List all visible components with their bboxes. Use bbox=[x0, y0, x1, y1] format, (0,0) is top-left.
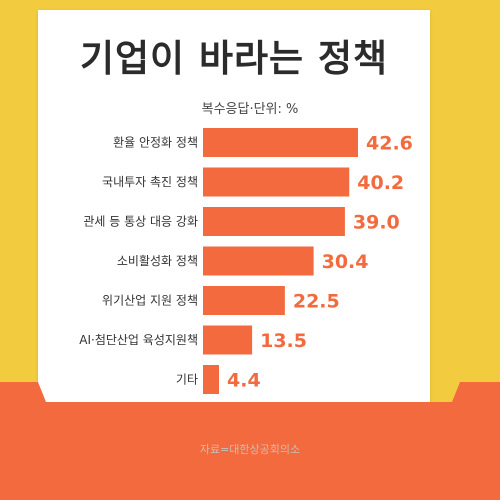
chart-subtitle: 복수응답·단위: % bbox=[201, 102, 299, 117]
category-label: 환율 안정화 정책 bbox=[113, 135, 198, 150]
bar bbox=[203, 325, 253, 355]
value-label: 4.4 bbox=[227, 370, 261, 392]
category-label: 관세 등 통상 대응 강화 bbox=[83, 215, 198, 229]
value-label: 13.5 bbox=[260, 330, 307, 352]
bar bbox=[203, 286, 285, 315]
bar bbox=[203, 207, 345, 236]
source-note: 자료=대한상공회의소 bbox=[199, 443, 301, 456]
value-label: 42.6 bbox=[366, 133, 413, 155]
category-label: AI·첨단산업 육성지원책 bbox=[79, 332, 198, 347]
value-label: 22.5 bbox=[293, 291, 340, 313]
category-label: 위기산업 지원 정책 bbox=[102, 293, 198, 308]
value-label: 30.4 bbox=[322, 251, 369, 273]
category-label: 국내투자 촉진 정책 bbox=[102, 174, 198, 189]
category-label: 소비활성화 정책 bbox=[117, 253, 198, 268]
bar bbox=[203, 167, 350, 197]
bar bbox=[203, 246, 314, 276]
bar bbox=[203, 128, 358, 157]
value-label: 39.0 bbox=[353, 212, 400, 234]
category-label: 기타 bbox=[176, 373, 198, 387]
bar bbox=[203, 365, 220, 394]
chart-title: 기업이 바라는 정책 bbox=[79, 37, 389, 80]
value-label: 40.2 bbox=[357, 172, 404, 194]
